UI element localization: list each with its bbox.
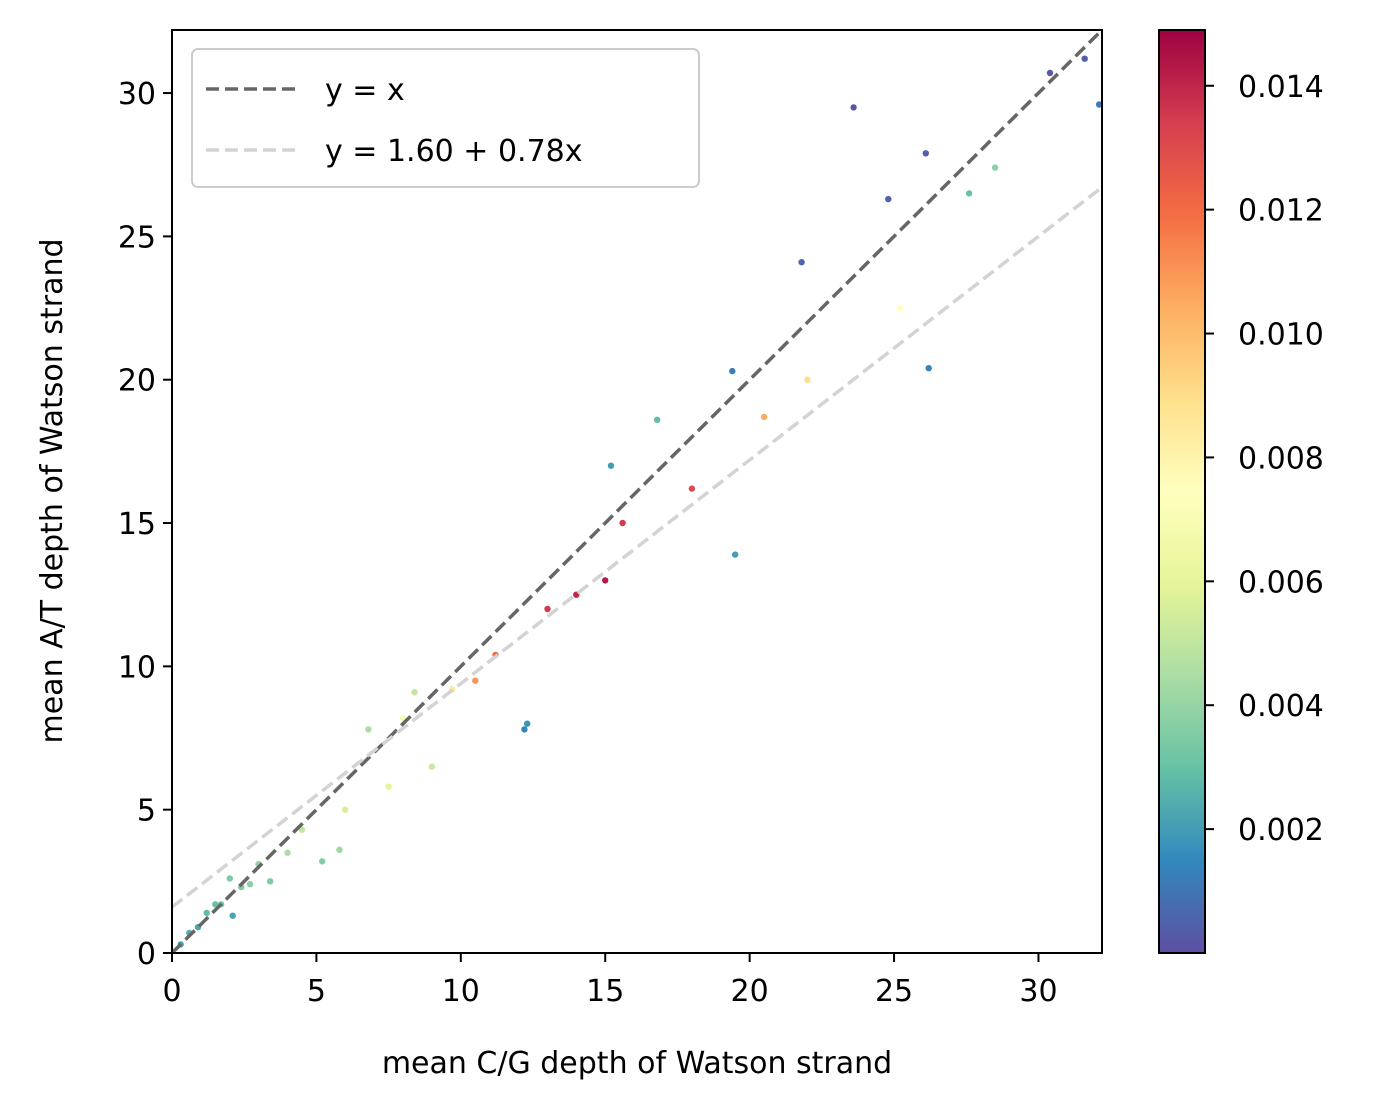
scatter-point [896,304,903,312]
scatter-point [798,259,805,266]
scatter-point [212,901,219,908]
scatter-point [885,195,892,203]
scatter-point [965,190,973,197]
x-tick-label: 10 [442,974,480,1009]
scatter-point [544,605,551,613]
scatter-point [365,726,372,733]
colorbar-tick-label: 0.002 [1238,813,1324,848]
scatter-point [1095,101,1102,108]
scatter-point [619,519,626,527]
legend-label-identity: y = x [325,73,405,108]
scatter-point [607,462,615,469]
identity-line [172,30,1102,953]
scatter-point [342,806,349,813]
colorbar-ticks: 0.002 0.004 0.006 0.008 0.010 0.012 0.014 [1205,70,1324,848]
scatter-point [472,677,479,684]
legend: y = x y = 1.60 + 0.78x [191,48,700,188]
scatter-point [732,551,739,558]
scatter-point [428,763,436,770]
scatter-point [203,909,210,917]
x-tick-label: 15 [586,974,624,1009]
scatter-point [922,150,929,157]
colorbar: 0.002 0.004 0.006 0.008 0.010 0.012 0.014 [1158,29,1324,954]
scatter-point [284,849,291,856]
y-tick-label: 10 [118,650,156,685]
plot-area [172,30,1102,953]
colorbar-gradient [1159,30,1205,953]
scatter-point [1081,55,1088,62]
y-tick-label: 5 [137,794,156,829]
scatter-point [229,912,236,919]
scatter-point [521,726,528,733]
scatter-point [1046,69,1054,77]
x-axis-ticks: 0 5 10 15 20 25 30 [162,953,1058,1009]
scatter-points [177,55,1102,948]
y-axis-label: mean A/T depth of Watson strand [35,238,70,743]
y-tick-label: 0 [137,937,156,972]
y-tick-label: 25 [118,220,156,255]
scatter-point [925,365,932,372]
colorbar-tick-label: 0.004 [1238,689,1324,724]
x-tick-label: 20 [731,974,769,1009]
colorbar-tick-label: 0.010 [1238,318,1324,353]
y-tick-label: 15 [118,507,156,542]
legend-label-fit: y = 1.60 + 0.78x [325,134,583,169]
scatter-point [336,846,343,853]
scatter-point [850,104,857,111]
scatter-point [226,875,233,882]
fit-line [172,185,1102,909]
scatter-point [804,376,811,383]
x-tick-label: 0 [162,974,181,1009]
y-tick-label: 20 [118,364,156,399]
colorbar-frame [1158,29,1206,954]
y-axis-ticks: 0 5 10 15 20 25 30 [118,77,172,972]
reference-lines [172,30,1102,953]
colorbar-tick-label: 0.012 [1238,194,1324,229]
scatter-point [246,881,254,888]
x-tick-label: 5 [307,974,326,1009]
y-tick-label: 30 [118,77,156,112]
scatter-point [298,826,306,833]
plot-frame [171,29,1103,954]
x-tick-label: 25 [875,974,913,1009]
colorbar-tick-label: 0.008 [1238,441,1324,476]
scatter-point [991,164,999,171]
scatter-point [524,720,531,727]
scatter-point [654,416,661,423]
scatter-point [385,783,392,790]
colorbar-tick-label: 0.006 [1238,565,1324,600]
scatter-point [760,413,768,421]
x-axis-label: mean C/G depth of Watson strand [382,1046,892,1081]
scatter-point [602,577,609,584]
x-tick-label: 30 [1019,974,1057,1009]
scatter-point [319,858,326,865]
scatter-point [267,878,274,885]
scatter-point [729,367,736,375]
scatter-point [411,689,418,696]
legend-box [191,48,700,188]
colorbar-tick-label: 0.014 [1238,70,1324,105]
scatter-point [688,485,696,492]
